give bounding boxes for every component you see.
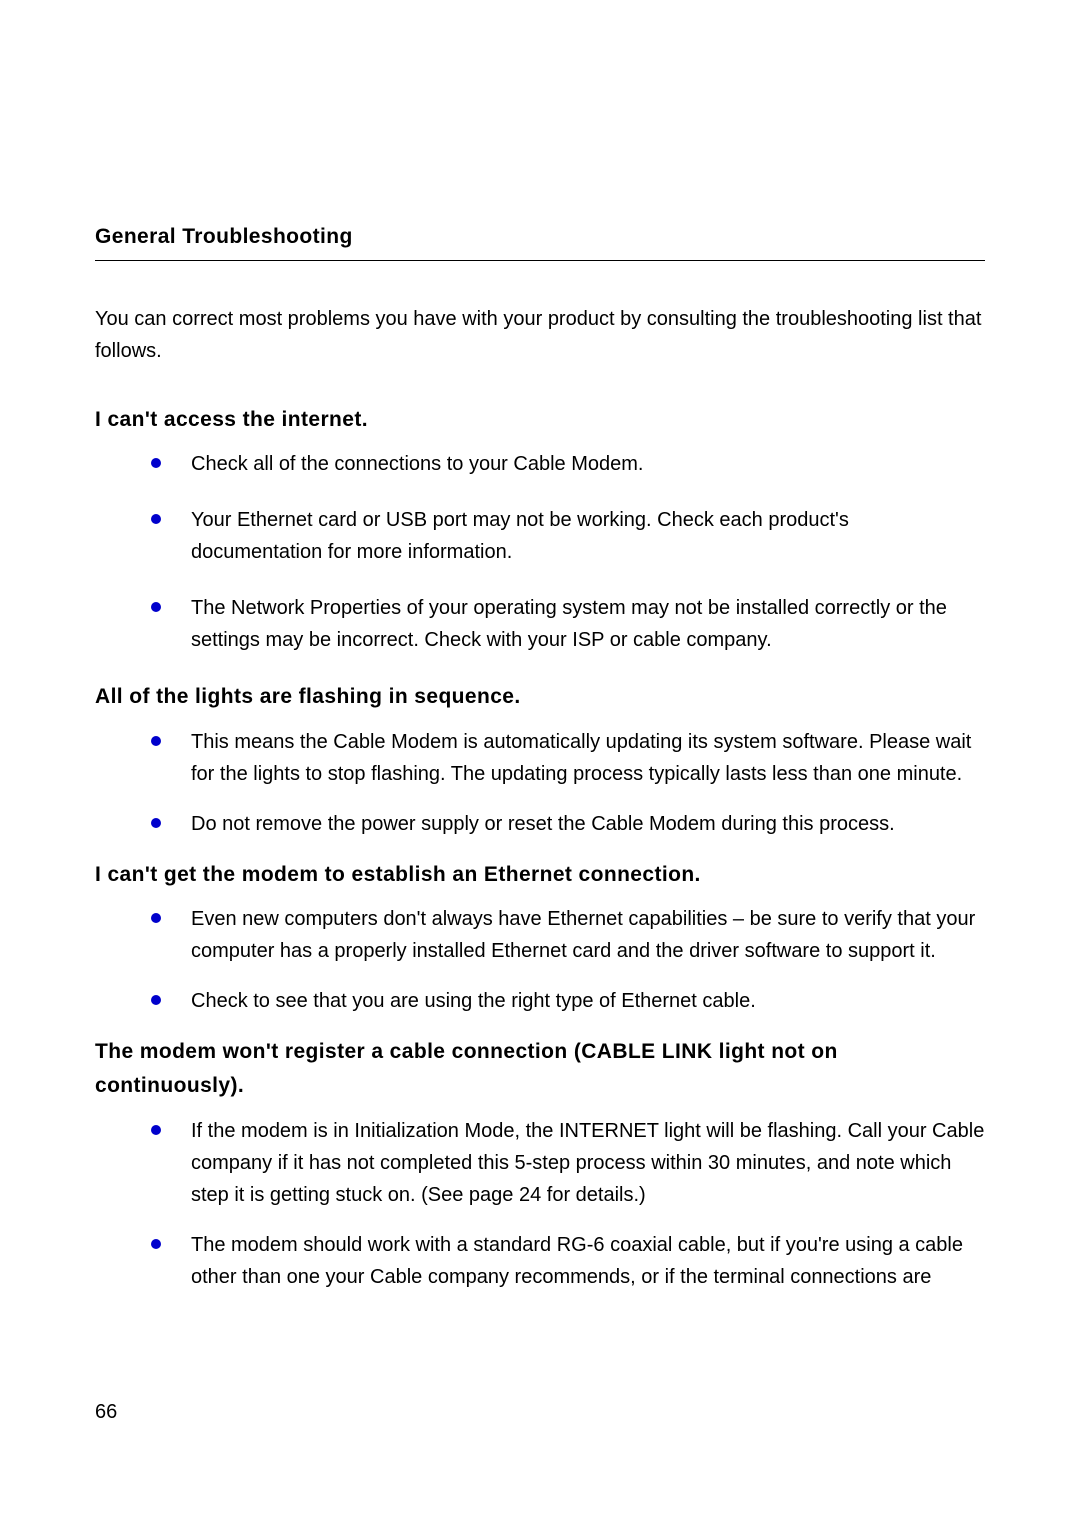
bullet-list: This means the Cable Modem is automatica… bbox=[95, 726, 985, 840]
bullet-item: If the modem is in Initialization Mode, … bbox=[155, 1115, 985, 1211]
subheading-lights-flashing: All of the lights are flashing in sequen… bbox=[95, 680, 985, 714]
bullet-item: Check all of the connections to your Cab… bbox=[155, 448, 985, 480]
bullet-item: Check to see that you are using the righ… bbox=[155, 985, 985, 1017]
bullet-list: Even new computers don't always have Eth… bbox=[95, 903, 985, 1017]
page-number: 66 bbox=[95, 1396, 117, 1428]
bullet-item: The Network Properties of your operating… bbox=[155, 592, 985, 656]
bullet-item: This means the Cable Modem is automatica… bbox=[155, 726, 985, 790]
bullet-item: Do not remove the power supply or reset … bbox=[155, 808, 985, 840]
bullet-list: Check all of the connections to your Cab… bbox=[95, 448, 985, 656]
subheading-cant-access-internet: I can't access the internet. bbox=[95, 403, 985, 437]
bullet-item: Even new computers don't always have Eth… bbox=[155, 903, 985, 967]
subheading-ethernet-connection: I can't get the modem to establish an Et… bbox=[95, 858, 985, 892]
bullet-list: If the modem is in Initialization Mode, … bbox=[95, 1115, 985, 1293]
bullet-item: Your Ethernet card or USB port may not b… bbox=[155, 504, 985, 568]
subheading-cable-link: The modem won't register a cable connect… bbox=[95, 1035, 985, 1102]
bullet-item: The modem should work with a standard RG… bbox=[155, 1229, 985, 1293]
section-heading: General Troubleshooting bbox=[95, 220, 985, 261]
document-page: General Troubleshooting You can correct … bbox=[0, 0, 1080, 1528]
intro-paragraph: You can correct most problems you have w… bbox=[95, 303, 985, 367]
